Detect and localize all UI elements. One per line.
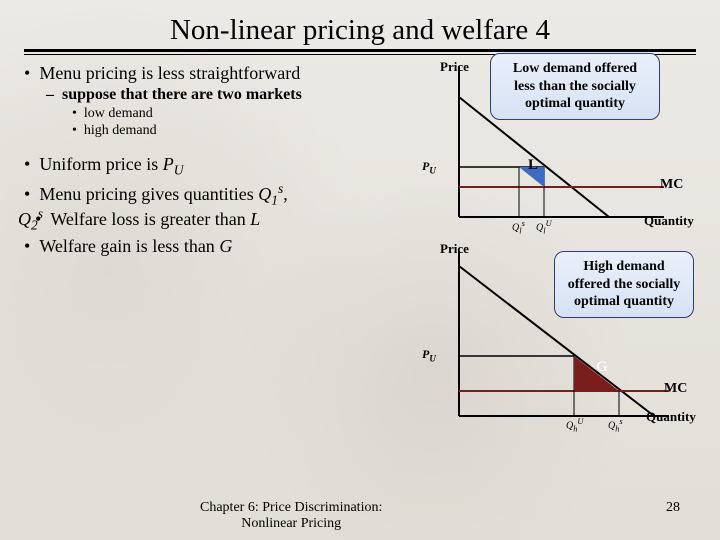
bullet-3b: • high demand [72, 123, 386, 139]
q-bot-2: Qhs [608, 417, 623, 433]
bullet-2: – suppose that there are two markets [46, 86, 386, 104]
mc-top: MC [660, 177, 683, 193]
bullet-u2: • Menu pricing gives quantities Q1s, [24, 181, 386, 209]
pu-top: PU [422, 159, 436, 175]
qty-bot: Quantity [646, 409, 696, 425]
u2-comma: , [283, 184, 288, 204]
footer-center: Chapter 6: Price Discrimination: Nonline… [200, 500, 382, 532]
qty-top: Quantity [644, 213, 694, 229]
q-top-2: QlU [536, 219, 552, 235]
u3-pre: Welfare loss is greater than [50, 209, 250, 229]
u4-pre: Welfare gain is less than [39, 236, 219, 256]
footer: Chapter 6: Price Discrimination: Nonline… [0, 500, 720, 532]
footer-l1: Chapter 6: Price Discrimination: [200, 500, 382, 515]
bullet-3b-text: high demand [84, 123, 157, 138]
bullet-u2b: Q2s• Welfare loss is greater than L [24, 206, 386, 234]
u3-var: L [250, 209, 260, 229]
u2-q1: Q [258, 184, 271, 204]
bullet-3a-text: low demand [84, 106, 153, 121]
rule-thick [24, 49, 696, 52]
u2-pre: Menu pricing gives quantities [39, 184, 258, 204]
u1-var: P [163, 154, 174, 174]
left-column: • Menu pricing is less straightforward –… [24, 63, 394, 483]
bullet-2-text: suppose that there are two markets [62, 86, 302, 103]
L-letter: L [528, 157, 538, 174]
bullet-1-text: Menu pricing is less straightforward [39, 63, 300, 83]
u2-q2: Q [18, 209, 31, 229]
bullet-u1: • Uniform price is PU [24, 154, 386, 179]
G-letter: G [596, 359, 608, 376]
slide-content: Non-linear pricing and welfare 4 • Menu … [0, 0, 720, 540]
u1-pre: Uniform price is [39, 154, 162, 174]
page-number: 28 [666, 500, 680, 532]
content-row: • Menu pricing is less straightforward –… [24, 63, 696, 483]
u1-sub: U [174, 163, 184, 178]
u4-var: G [219, 236, 232, 256]
callout-low: Low demand offered less than the sociall… [490, 53, 660, 120]
pu-bot: PU [422, 347, 436, 363]
bullet-1: • Menu pricing is less straightforward [24, 63, 386, 84]
bullet-3a: • low demand [72, 106, 386, 122]
callout-high: High demand offered the socially optimal… [554, 251, 694, 318]
slide-title: Non-linear pricing and welfare 4 [24, 14, 696, 47]
q-bot-1: QhU [566, 417, 583, 433]
footer-l2: Nonlinear Pricing [241, 516, 341, 531]
bullet-u4: • Welfare gain is less than G [24, 236, 386, 257]
mc-bot: MC [664, 381, 687, 397]
q-top-1: Qls [512, 219, 525, 235]
right-column: Price PU L MC Quantity Qls [394, 63, 696, 483]
